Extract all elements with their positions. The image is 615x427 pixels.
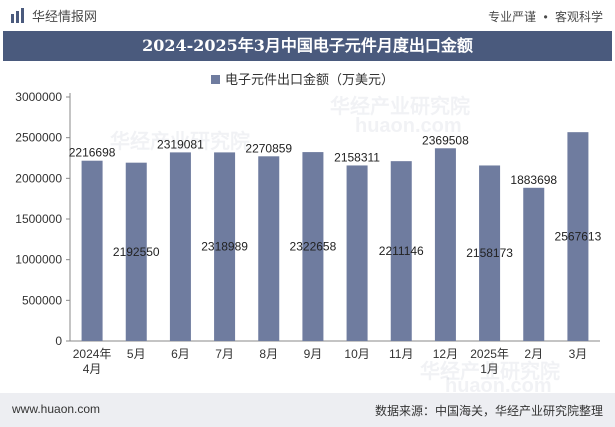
- title-bar: 2024-2025年3月中国电子元件月度出口金额: [3, 31, 612, 61]
- legend-label: 电子元件出口金额（万美元）: [225, 72, 394, 87]
- data-label: 2318989: [201, 240, 248, 254]
- watermark: huaon.com: [445, 375, 552, 397]
- tagline: 专业严谨 • 客观科学: [488, 8, 603, 25]
- bar: [81, 160, 103, 341]
- chart-title: 2024-2025年3月中国电子元件月度出口金额: [142, 36, 473, 55]
- x-tick-label: 8月: [259, 347, 278, 361]
- x-tick-label: 3月: [569, 347, 588, 361]
- y-tick-label: 500000: [22, 293, 62, 307]
- bar: [346, 165, 368, 341]
- x-tick-label: 9月: [304, 347, 323, 361]
- watermark: 华经产业研究院: [420, 361, 560, 383]
- data-label: 1883698: [510, 173, 557, 187]
- x-tick-label: 6月: [171, 347, 190, 361]
- data-label: 2211146: [379, 244, 424, 258]
- watermark: huaon.com: [355, 115, 462, 137]
- tagline-right: 客观科学: [554, 10, 603, 24]
- bar: [258, 156, 280, 341]
- x-tick-label: 11月: [389, 347, 413, 361]
- data-label: 2319081: [157, 137, 204, 151]
- bar: [567, 132, 589, 341]
- data-label: 2192550: [113, 245, 160, 259]
- y-tick-label: 1000000: [15, 253, 62, 267]
- x-tick-label: 10月: [344, 347, 369, 361]
- data-label: 2158311: [334, 150, 380, 164]
- y-tick-label: 2500000: [15, 131, 62, 145]
- bar: [390, 161, 412, 341]
- data-label: 2322658: [290, 240, 337, 254]
- bar: [479, 165, 501, 341]
- data-label: 2369508: [422, 133, 469, 147]
- tagline-separator: •: [543, 10, 548, 24]
- footer-website: www.huaon.com: [12, 402, 101, 416]
- footer-source: 数据来源：中国海关，华经产业研究院整理: [374, 404, 603, 418]
- bar-chart: 电子元件出口金额（万美元） 0 500000 1000000 1500000 200000…: [15, 72, 602, 376]
- watermark: 华经产业研究院: [330, 96, 470, 118]
- brand: 华经情报网: [10, 6, 97, 25]
- legend-swatch: [211, 75, 220, 84]
- y-tick-label: 0: [55, 334, 62, 348]
- bar: [302, 152, 324, 341]
- data-label: 2216698: [69, 146, 116, 160]
- bar: [214, 152, 236, 341]
- logo-icon: [11, 7, 24, 23]
- bar: [434, 148, 456, 341]
- data-label: 2158173: [466, 246, 513, 260]
- x-tick-label: 7月: [215, 347, 234, 361]
- y-tick-label: 2000000: [15, 171, 62, 185]
- y-tick-label: 3000000: [15, 90, 62, 104]
- bar: [169, 152, 191, 341]
- x-tick-label: 2024年 4月: [73, 347, 112, 376]
- top-bar: 华经情报网 专业严谨 • 客观科学: [0, 0, 615, 30]
- bar: [125, 162, 147, 341]
- tagline-left: 专业严谨: [488, 10, 537, 24]
- footer: www.huaon.com 数据来源：中国海关，华经产业研究院整理: [0, 393, 615, 427]
- x-tick-label: 5月: [127, 347, 146, 361]
- x-tick-label: 12月: [433, 347, 458, 361]
- x-tick-label: 2月: [524, 347, 543, 361]
- y-tick-label: 1500000: [15, 212, 62, 226]
- data-label: 2270859: [245, 141, 292, 155]
- data-label: 2567613: [555, 230, 602, 244]
- bar: [523, 187, 545, 341]
- x-tick-label: 2025年 1月: [470, 347, 509, 376]
- watermark: 华经产业研究院: [110, 131, 250, 153]
- brand-name: 华经情报网: [32, 9, 98, 24]
